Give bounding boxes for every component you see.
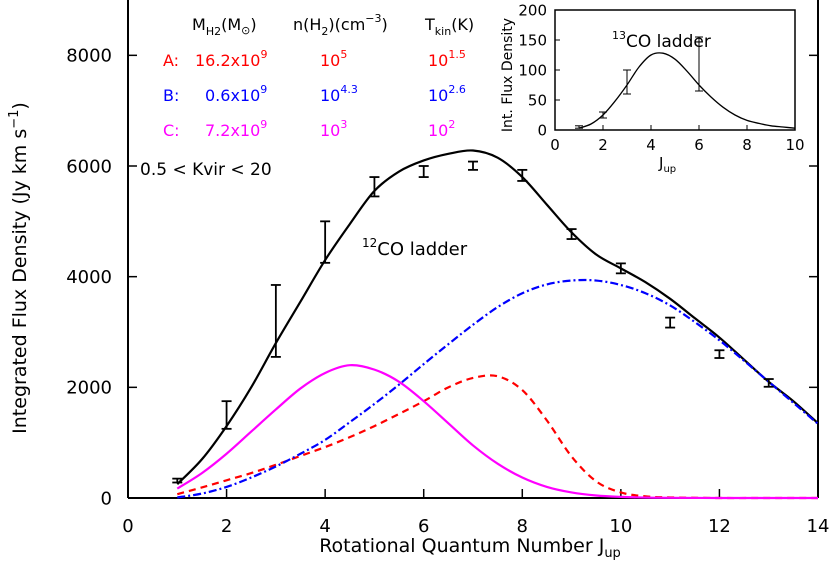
inset-model-curve xyxy=(578,52,796,129)
legend-row-label: A: xyxy=(163,51,179,70)
observed-point xyxy=(566,228,577,240)
kvir-annotation: 0.5 < Kvir < 20 xyxy=(140,160,272,180)
observed-point xyxy=(714,349,725,359)
inset-x-ticks: 0 2 4 6 8 10 xyxy=(550,125,805,154)
observed-point xyxy=(221,400,232,430)
legend-header-density: n(H2)(cm−3) xyxy=(293,12,388,38)
x-tick-label: 4 xyxy=(319,516,330,537)
y-tick-label: 50 xyxy=(528,91,547,109)
inset-frame xyxy=(554,9,796,131)
legend-row-temperature: 102 xyxy=(428,118,455,140)
series-line xyxy=(176,149,819,485)
inset-y-ticks: 0 50 100 150 200 xyxy=(518,1,560,139)
y-tick-label: 150 xyxy=(518,31,547,49)
y-tick-label: 8000 xyxy=(66,46,112,67)
legend-row-temperature: 102.6 xyxy=(428,83,466,105)
legend-row-mass: 7.2x109 xyxy=(205,118,267,140)
legend-row-c: C: 7.2x109 103 102 xyxy=(163,118,455,140)
main-observed-points xyxy=(172,160,774,484)
observed-point xyxy=(468,160,478,171)
x-tick-label: 10 xyxy=(785,136,804,154)
inset-observed-points xyxy=(575,36,703,129)
observed-point xyxy=(763,378,774,388)
x-tick-label: 8 xyxy=(742,136,752,154)
inset-y-axis-label: Int. Flux Density xyxy=(500,18,516,132)
y-tick-label: 2000 xyxy=(66,378,112,399)
inset-x-axis-label: Jup xyxy=(658,154,676,175)
observed-point xyxy=(517,168,528,182)
x-tick-label: 2 xyxy=(221,516,232,537)
legend-row-label: B: xyxy=(163,86,179,105)
legend-row-density: 104.3 xyxy=(320,83,358,105)
observed-point xyxy=(623,69,631,95)
x-tick-label: 8 xyxy=(517,516,528,537)
observed-point xyxy=(695,36,703,92)
y-tick-label: 0 xyxy=(101,488,112,509)
observed-point xyxy=(172,477,183,484)
observed-point xyxy=(270,284,281,358)
x-tick-label: 6 xyxy=(694,136,704,154)
series-line xyxy=(177,278,819,499)
co13-ladder-label: 13CO ladder xyxy=(612,29,711,52)
legend-row-density: 105 xyxy=(320,48,347,70)
legend-header-temperature: Tkin(K) xyxy=(424,15,474,38)
y-tick-label: 100 xyxy=(518,61,547,79)
observed-point xyxy=(665,316,676,329)
x-tick-label: 0 xyxy=(550,136,560,154)
y-tick-label: 4000 xyxy=(66,267,112,288)
observed-point xyxy=(320,220,331,264)
main-y-ticks: 0 2000 4000 6000 8000 xyxy=(66,46,818,509)
y-tick-label: 0 xyxy=(537,121,547,139)
legend-table: MH2(M⊙) n(H2)(cm−3) Tkin(K) A: 16.2x109 … xyxy=(163,12,474,140)
x-tick-label: 10 xyxy=(609,516,632,537)
observed-point xyxy=(599,111,607,119)
legend-row-label: C: xyxy=(163,121,180,140)
main-x-axis-label: Rotational Quantum Number Jup xyxy=(319,535,621,561)
main-y-axis-label: Integrated Flux Density (Jy km s−1) xyxy=(7,102,31,434)
legend-row-density: 103 xyxy=(320,118,347,140)
legend-row-mass: 0.6x109 xyxy=(205,83,267,105)
x-tick-label: 14 xyxy=(807,516,830,537)
series-line xyxy=(176,364,818,500)
legend-row-temperature: 101.5 xyxy=(428,48,466,70)
co12-ladder-label: 12CO ladder xyxy=(362,236,468,260)
legend-row-b: B: 0.6x109 104.3 102.6 xyxy=(163,83,466,105)
inset-chart: 0 2 4 6 8 10 0 50 100 150 200 13CO ladder Jup Int… xyxy=(500,1,805,175)
y-tick-label: 200 xyxy=(518,1,547,19)
series-line xyxy=(578,52,796,129)
main-model-curves xyxy=(176,149,819,500)
y-tick-label: 6000 xyxy=(66,156,112,177)
x-tick-label: 12 xyxy=(708,516,731,537)
observed-point xyxy=(575,125,583,129)
x-tick-label: 6 xyxy=(418,516,429,537)
x-tick-label: 0 xyxy=(122,516,133,537)
legend-header-mass: MH2(M⊙) xyxy=(192,15,257,38)
legend-row-a: A: 16.2x109 105 101.5 xyxy=(163,48,466,70)
legend-row-mass: 16.2x109 xyxy=(195,48,267,70)
x-tick-label: 2 xyxy=(598,136,608,154)
x-tick-label: 4 xyxy=(646,136,656,154)
observed-point xyxy=(418,165,429,178)
observed-point xyxy=(615,262,626,275)
observed-point xyxy=(369,176,380,198)
main-x-ticks: 0 2 4 6 8 10 12 14 xyxy=(122,489,829,537)
